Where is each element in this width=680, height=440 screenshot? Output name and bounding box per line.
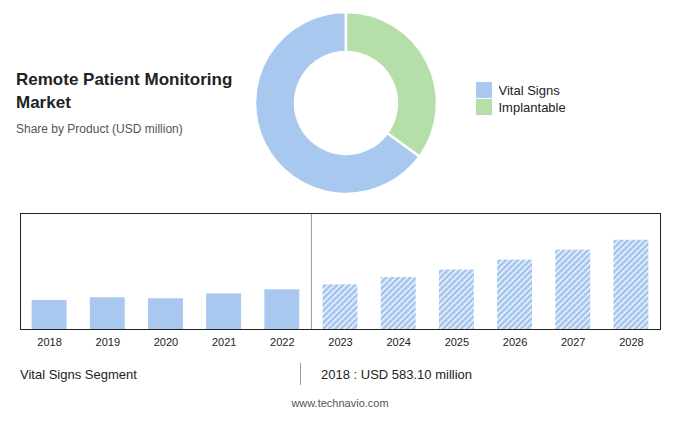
html-text:Share by Product (USD million): Share by Product (USD million) (16, 121, 183, 136)
svg-text:2020: 2020 (154, 336, 178, 348)
svg-text:2022: 2022 (270, 336, 294, 348)
svg-text:2027: 2027 (561, 336, 585, 348)
html-text:Implantable: Implantable (498, 99, 566, 115)
svg-text:2026: 2026 (503, 336, 527, 348)
svg-text:2023: 2023 (328, 336, 352, 348)
html-text:Vital Signs Segment: Vital Signs Segment (20, 366, 137, 382)
svg-text:2021: 2021 (212, 336, 236, 348)
html-text:2018 : USD 583.10 million: 2018 : USD 583.10 million (321, 366, 472, 382)
svg-text:2025: 2025 (445, 336, 469, 348)
svg-text:2018: 2018 (37, 336, 61, 348)
html-text:Vital Signs: Vital Signs (498, 82, 560, 98)
svg-text:2028: 2028 (619, 336, 643, 348)
html-text:Remote Patient Monitoring Mark: Remote Patient Monitoring Market (16, 70, 233, 112)
svg-text:2024: 2024 (386, 336, 410, 348)
html-text:www.technavio.com: www.technavio.com (291, 397, 389, 409)
svg-text:2019: 2019 (96, 336, 120, 348)
